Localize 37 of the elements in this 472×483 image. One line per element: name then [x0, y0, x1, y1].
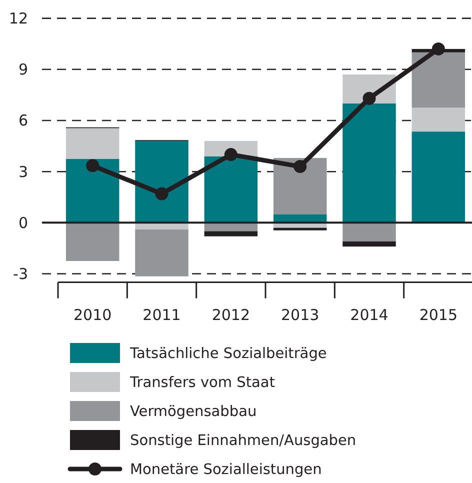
- legend-label: Tatsächliche Sozialbeiträge: [129, 346, 327, 362]
- bar: [204, 156, 258, 223]
- y-tick-label: 9: [18, 60, 28, 79]
- x-tick-label: 2011: [142, 306, 181, 324]
- bar: [342, 241, 396, 247]
- bar: [412, 52, 466, 108]
- bar: [342, 222, 396, 242]
- bar: [412, 108, 466, 132]
- bar: [135, 230, 188, 276]
- legend-label: Vermögensabbau: [130, 404, 257, 420]
- y-tick-label: 6: [18, 112, 28, 130]
- y-tick-label: 12: [8, 10, 28, 28]
- legend-label: Monetäre Sozialleistungen: [130, 462, 322, 478]
- x-tick-label: 2013: [280, 306, 320, 324]
- y-tick-label: 0: [18, 214, 28, 232]
- legend-label: Transfers vom Staat: [129, 375, 276, 392]
- y-tick-label: 3: [18, 162, 28, 181]
- legend-label: Sonstige Einnahmen/Ausgaben: [130, 433, 356, 450]
- bar: [273, 228, 327, 230]
- point: [294, 160, 307, 173]
- point: [362, 92, 376, 105]
- x-tick-label: 2014: [350, 306, 388, 324]
- bar: [66, 158, 120, 223]
- bar: [412, 132, 466, 223]
- point: [155, 187, 168, 200]
- bar: [342, 103, 396, 223]
- bar: [135, 140, 188, 223]
- x-tick-label: 2015: [419, 306, 458, 324]
- point: [86, 159, 100, 172]
- x-tick-label: 2010: [73, 306, 112, 324]
- point: [432, 42, 445, 56]
- x-tick-label: 2012: [212, 306, 250, 324]
- y-tick-label: -3: [13, 265, 28, 284]
- bar: [66, 222, 120, 262]
- bar: [273, 158, 327, 214]
- bar: [204, 231, 258, 236]
- bar: [66, 128, 120, 159]
